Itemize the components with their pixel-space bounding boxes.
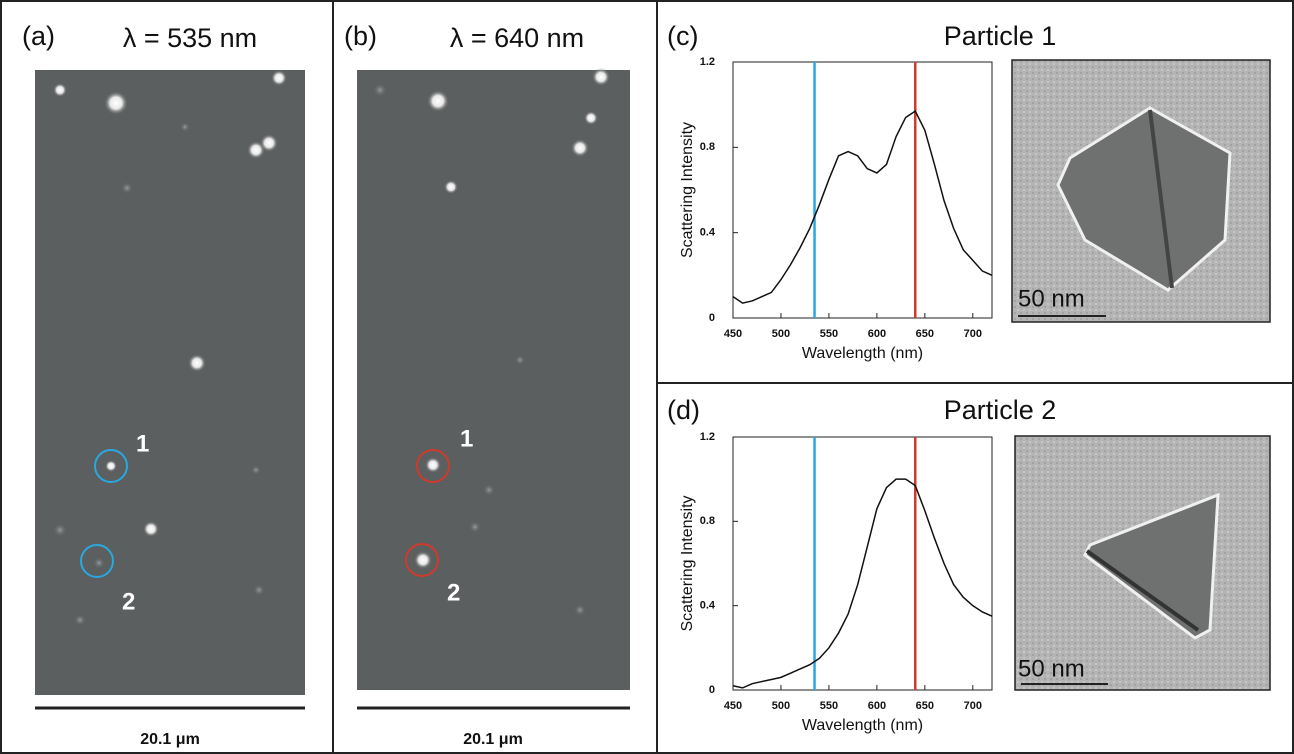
scale-bar-label: 50 nm xyxy=(1018,655,1085,682)
x-tick-label: 600 xyxy=(868,328,886,340)
x-tick-label: 500 xyxy=(772,328,790,340)
x-tick-label: 550 xyxy=(820,328,838,340)
x-tick-label: 500 xyxy=(772,700,790,712)
image-a xyxy=(35,70,305,695)
y-tick-label: 0.8 xyxy=(700,141,715,153)
x-tick-label: 450 xyxy=(724,328,742,340)
panel-title: λ = 535 nm xyxy=(123,23,257,53)
plot-area xyxy=(732,436,993,691)
x-tick-label: 650 xyxy=(916,328,934,340)
particle-label: 2 xyxy=(447,579,460,606)
x-tick-label: 550 xyxy=(820,700,838,712)
particle-label: 1 xyxy=(136,430,149,457)
spectrum-line xyxy=(732,478,993,689)
y-tick-label: 0 xyxy=(709,312,715,324)
image-b xyxy=(357,68,630,690)
scale-bar-label: 20.1 μm xyxy=(463,731,523,748)
panel-label: (b) xyxy=(344,21,377,51)
panel-label: (d) xyxy=(667,395,700,425)
scale-bar-label: 20.1 μm xyxy=(140,731,200,748)
plot-area xyxy=(732,61,993,319)
particle-label: 2 xyxy=(122,588,135,615)
spectrum-line xyxy=(732,109,993,304)
tem-image-1 xyxy=(1011,59,1271,323)
x-tick-label: 700 xyxy=(964,328,982,340)
panel-title: λ = 640 nm xyxy=(450,23,584,53)
x-tick-label: 650 xyxy=(916,700,934,712)
y-tick-label: 1.2 xyxy=(700,431,715,443)
x-axis-label: Wavelength (nm) xyxy=(802,717,923,734)
y-axis-label: Scattering Intensity xyxy=(679,122,696,258)
y-tick-label: 0.8 xyxy=(700,515,715,527)
x-axis-label: Wavelength (nm) xyxy=(802,345,923,362)
y-axis-label: Scattering Intensity xyxy=(679,495,696,631)
y-tick-label: 0.4 xyxy=(700,227,716,239)
particle-label: 1 xyxy=(460,425,473,452)
panel-label: (c) xyxy=(667,21,698,51)
scale-bar-label: 50 nm xyxy=(1018,285,1085,312)
x-tick-label: 600 xyxy=(868,700,886,712)
panel-label: (a) xyxy=(22,21,55,51)
tem-image-2 xyxy=(1014,435,1271,691)
x-tick-label: 450 xyxy=(724,700,742,712)
chart-title: Particle 1 xyxy=(944,21,1057,51)
x-tick-label: 700 xyxy=(964,700,982,712)
y-tick-label: 0.4 xyxy=(700,600,716,612)
chart-title: Particle 2 xyxy=(944,395,1057,425)
y-tick-label: 1.2 xyxy=(700,56,715,68)
y-tick-label: 0 xyxy=(709,684,715,696)
